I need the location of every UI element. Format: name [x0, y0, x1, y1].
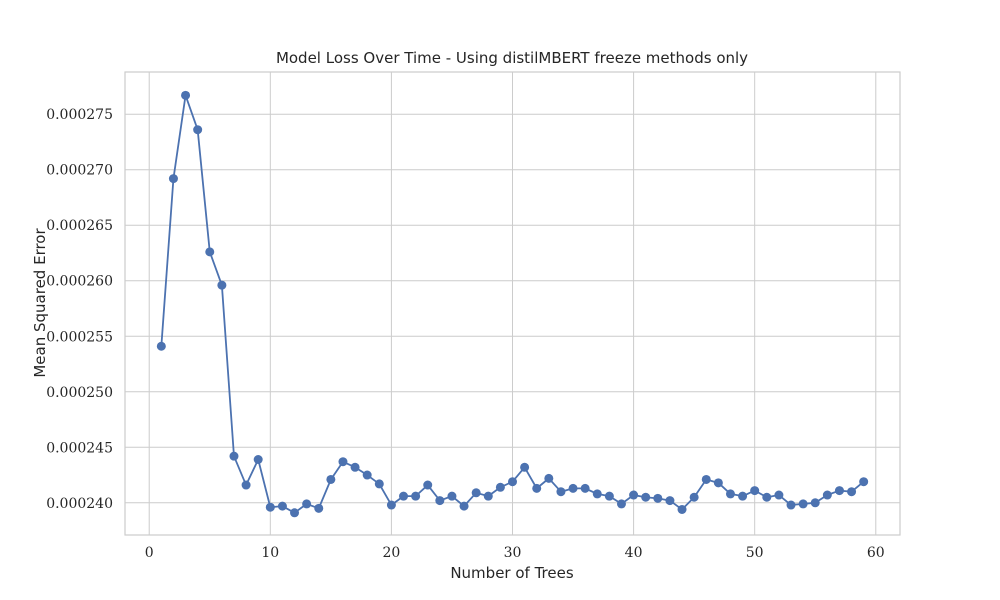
data-point — [774, 490, 784, 500]
data-point — [423, 480, 433, 490]
data-point — [399, 491, 409, 501]
data-point — [508, 477, 517, 487]
data-point — [326, 474, 336, 484]
x-tick-label: 60 — [867, 545, 885, 561]
x-tick-label: 20 — [382, 545, 400, 561]
grid — [125, 72, 900, 535]
chart-title: Model Loss Over Time - Using distilMBERT… — [276, 49, 748, 67]
data-point — [786, 500, 796, 510]
data-point — [229, 451, 239, 461]
data-point — [725, 489, 735, 499]
y-tick-label: 0.000240 — [46, 496, 113, 512]
data-point — [847, 487, 857, 497]
data-point — [834, 486, 844, 496]
y-tick-label: 0.000245 — [46, 440, 113, 456]
data-point — [713, 478, 723, 488]
y-tick-label: 0.000275 — [46, 107, 113, 123]
data-point — [156, 341, 166, 351]
data-point — [750, 486, 760, 496]
data-point — [798, 499, 808, 509]
y-axis-label: Mean Squared Error — [31, 228, 49, 378]
data-point — [604, 491, 614, 501]
data-point — [181, 90, 191, 100]
data-point — [556, 487, 566, 497]
x-tick-label: 50 — [746, 545, 764, 561]
data-point — [495, 482, 505, 492]
data-point — [314, 503, 324, 513]
data-point — [193, 125, 203, 135]
y-tick-label: 0.000250 — [46, 385, 113, 401]
x-axis-ticks: 0 10 20 30 40 50 60 — [145, 545, 885, 561]
data-point — [374, 479, 384, 489]
x-axis-label: Number of Trees — [450, 564, 574, 582]
y-tick-label: 0.000270 — [46, 163, 113, 179]
data-point — [483, 491, 493, 501]
data-point — [253, 455, 263, 464]
data-point — [290, 508, 300, 518]
x-tick-label: 0 — [145, 545, 154, 561]
data-point — [362, 470, 372, 480]
data-point — [629, 490, 639, 500]
data-point — [471, 488, 481, 498]
data-point — [350, 462, 360, 472]
data-point — [205, 247, 215, 257]
data-point — [386, 500, 396, 510]
data-point — [241, 480, 251, 490]
data-point — [701, 474, 711, 484]
data-point — [217, 280, 227, 290]
x-tick-label: 30 — [504, 545, 522, 561]
series — [156, 90, 869, 518]
y-tick-label: 0.000255 — [46, 329, 113, 345]
data-point — [277, 501, 287, 511]
data-point — [532, 483, 542, 493]
data-point — [411, 491, 421, 501]
data-point — [738, 491, 748, 501]
x-tick-label: 40 — [625, 545, 643, 561]
data-point — [822, 490, 832, 500]
data-point — [544, 473, 554, 483]
data-point — [520, 462, 530, 472]
data-point — [265, 502, 275, 512]
data-point — [459, 501, 469, 511]
data-point — [568, 483, 578, 493]
plot-frame — [124, 71, 901, 536]
data-point — [859, 477, 869, 487]
data-point — [677, 504, 687, 514]
data-point — [338, 457, 348, 467]
data-point — [665, 496, 675, 506]
y-tick-label: 0.000260 — [46, 274, 113, 290]
data-point — [810, 498, 820, 508]
y-tick-label: 0.000265 — [46, 218, 113, 234]
data-point — [762, 492, 772, 502]
data-point — [168, 174, 178, 184]
y-axis-ticks: 0.000240 0.000245 0.000250 0.000255 0.000260… — [46, 107, 113, 512]
data-point — [592, 489, 602, 499]
data-point — [689, 492, 699, 502]
data-point — [641, 492, 651, 502]
data-point — [447, 491, 457, 501]
data-point — [580, 483, 590, 493]
data-point — [653, 493, 663, 503]
data-point — [435, 496, 445, 506]
data-point — [302, 499, 312, 509]
data-point — [616, 499, 626, 509]
x-tick-label: 10 — [261, 545, 279, 561]
